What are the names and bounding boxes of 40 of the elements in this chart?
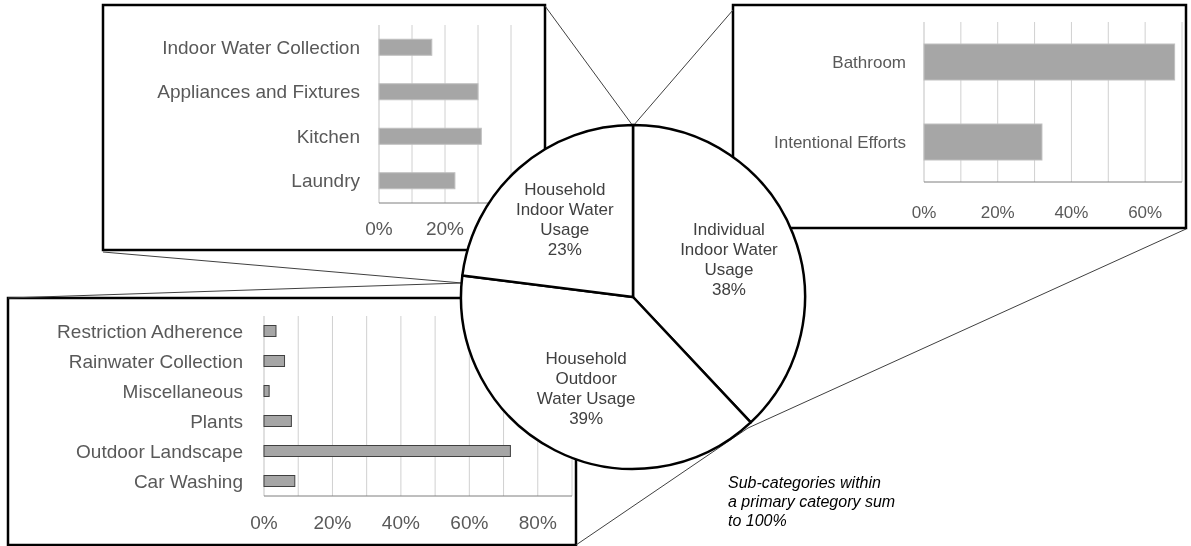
slice-label: Individual Indoor Water Usage bbox=[680, 219, 779, 279]
y-tick-label: Appliances and Fixtures bbox=[157, 81, 360, 103]
x-tick-label: 20% bbox=[313, 512, 352, 533]
x-tick-label: 20% bbox=[425, 218, 465, 239]
bar bbox=[378, 127, 482, 145]
bar bbox=[378, 172, 456, 190]
slice-label: Household Indoor Water Usage bbox=[515, 180, 614, 240]
bar bbox=[263, 445, 511, 457]
x-tick-label: 0% bbox=[250, 512, 278, 533]
y-tick-label: Rainwater Collection bbox=[68, 350, 243, 372]
bar bbox=[263, 355, 286, 367]
y-tick-label: Miscellaneous bbox=[122, 380, 243, 402]
y-tick-label: Intentional Efforts bbox=[774, 132, 906, 152]
x-tick-label: 60% bbox=[450, 512, 489, 533]
data-label: 38% bbox=[711, 279, 746, 299]
slice-label: Household Outdoor Water Usage bbox=[536, 349, 636, 409]
y-tick-label: Car Washing bbox=[133, 470, 243, 492]
y-tick-label: Kitchen bbox=[296, 125, 360, 147]
bar bbox=[263, 415, 292, 427]
bar bbox=[263, 385, 270, 397]
y-tick-label: Bathroom bbox=[832, 52, 906, 72]
x-tick-label: 60% bbox=[1128, 203, 1163, 222]
x-tick-label: 0% bbox=[911, 203, 937, 222]
x-tick-label: 80% bbox=[518, 512, 557, 533]
y-tick-label: Laundry bbox=[291, 170, 361, 192]
x-tick-label: 40% bbox=[381, 512, 421, 533]
y-tick-label: Plants bbox=[190, 410, 243, 432]
bar bbox=[378, 38, 433, 56]
x-tick-label: 20% bbox=[980, 203, 1015, 222]
data-label: 23% bbox=[547, 240, 582, 260]
x-tick-label: 0% bbox=[365, 218, 393, 239]
text: Sub-categories within a primary category sum to 100% bbox=[728, 474, 896, 529]
y-tick-label: Outdoor Landscape bbox=[76, 440, 243, 462]
bar bbox=[378, 83, 479, 101]
bar bbox=[263, 325, 277, 337]
y-tick-label: Indoor Water Collection bbox=[162, 36, 360, 58]
x-tick-label: 40% bbox=[1054, 203, 1089, 222]
data-label: 39% bbox=[569, 409, 604, 429]
bar bbox=[263, 475, 296, 487]
y-tick-label: Restriction Adherence bbox=[57, 320, 243, 342]
